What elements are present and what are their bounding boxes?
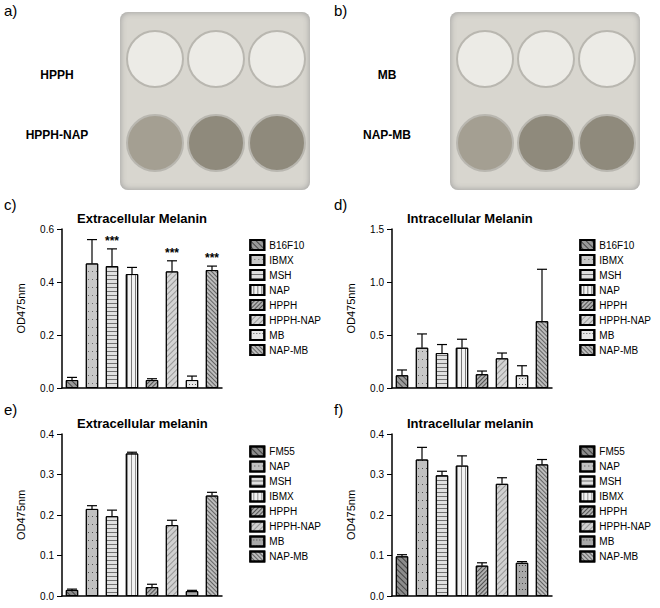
svg-text:0.2: 0.2 <box>370 510 384 521</box>
svg-text:HPPH: HPPH <box>599 300 627 311</box>
svg-text:1.0: 1.0 <box>370 277 384 288</box>
svg-text:OD475nm: OD475nm <box>345 490 357 540</box>
svg-text:0.5: 0.5 <box>370 330 384 341</box>
svg-text:Extracellular Melanin: Extracellular Melanin <box>77 211 207 226</box>
svg-text:HPPH: HPPH <box>269 506 297 517</box>
svg-text:FM55: FM55 <box>269 446 295 457</box>
html-text:b): b) <box>334 2 348 19</box>
html-text:MB: MB <box>377 68 397 82</box>
svg-text:IBMX: IBMX <box>599 491 624 502</box>
svg-text:NAP: NAP <box>269 285 290 296</box>
svg-text:B16F10: B16F10 <box>269 240 304 251</box>
html-text:HPPH-NAP: HPPH-NAP <box>25 128 89 142</box>
svg-text:HPPH: HPPH <box>599 506 627 517</box>
svg-text:0.2: 0.2 <box>40 330 54 341</box>
svg-text:NAP-MB: NAP-MB <box>269 551 308 562</box>
svg-text:NAP: NAP <box>599 461 620 472</box>
svg-text:MB: MB <box>269 330 284 341</box>
svg-text:0.0: 0.0 <box>370 383 384 394</box>
svg-text:Intracellular Melanin: Intracellular Melanin <box>407 211 533 226</box>
svg-text:NAP: NAP <box>269 461 290 472</box>
svg-text:NAP-MB: NAP-MB <box>599 551 638 562</box>
svg-text:MSH: MSH <box>599 476 621 487</box>
svg-text:0.4: 0.4 <box>370 429 384 440</box>
svg-text:OD475nm: OD475nm <box>15 283 27 333</box>
svg-text:***: *** <box>205 251 219 265</box>
html-text:HPPH: HPPH <box>40 68 74 82</box>
svg-text:MB: MB <box>269 536 284 547</box>
svg-text:e): e) <box>4 401 17 418</box>
svg-text:MSH: MSH <box>599 270 621 281</box>
svg-text:d): d) <box>334 196 347 213</box>
svg-text:***: *** <box>105 234 119 248</box>
svg-text:0.3: 0.3 <box>370 469 384 480</box>
html-text:a): a) <box>4 2 18 19</box>
svg-text:MSH: MSH <box>269 476 291 487</box>
svg-text:0.1: 0.1 <box>370 550 384 561</box>
svg-text:HPPH-NAP: HPPH-NAP <box>599 521 651 532</box>
svg-text:MSH: MSH <box>269 270 291 281</box>
svg-text:HPPH-NAP: HPPH-NAP <box>599 315 651 326</box>
svg-text:HPPH-NAP: HPPH-NAP <box>269 315 321 326</box>
svg-text:0.0: 0.0 <box>370 591 384 602</box>
svg-text:MB: MB <box>599 536 614 547</box>
svg-text:0.2: 0.2 <box>40 510 54 521</box>
svg-text:0.6: 0.6 <box>40 224 54 235</box>
svg-text:f): f) <box>334 401 343 418</box>
svg-text:Extracellular melanin: Extracellular melanin <box>77 416 208 431</box>
svg-text:HPPH-NAP: HPPH-NAP <box>269 521 321 532</box>
svg-text:IBMX: IBMX <box>269 255 294 266</box>
svg-text:0.0: 0.0 <box>40 591 54 602</box>
svg-text:0.0: 0.0 <box>40 383 54 394</box>
svg-text:NAP-MB: NAP-MB <box>269 345 308 356</box>
svg-text:FM55: FM55 <box>599 446 625 457</box>
svg-text:0.1: 0.1 <box>40 550 54 561</box>
svg-text:NAP: NAP <box>599 285 620 296</box>
svg-text:1.5: 1.5 <box>370 224 384 235</box>
svg-text:OD475nm: OD475nm <box>15 490 27 540</box>
svg-text:OD475nm: OD475nm <box>345 283 357 333</box>
svg-text:c): c) <box>4 196 17 213</box>
svg-text:MB: MB <box>599 330 614 341</box>
svg-text:IBMX: IBMX <box>599 255 624 266</box>
svg-text:***: *** <box>165 246 179 260</box>
svg-text:B16F10: B16F10 <box>599 240 634 251</box>
svg-text:0.4: 0.4 <box>40 429 54 440</box>
svg-text:NAP-MB: NAP-MB <box>599 345 638 356</box>
html-text:NAP-MB: NAP-MB <box>363 128 411 142</box>
svg-text:0.3: 0.3 <box>40 469 54 480</box>
svg-text:IBMX: IBMX <box>269 491 294 502</box>
svg-text:Intracellular melanin: Intracellular melanin <box>407 416 533 431</box>
svg-text:0.4: 0.4 <box>40 277 54 288</box>
svg-text:HPPH: HPPH <box>269 300 297 311</box>
